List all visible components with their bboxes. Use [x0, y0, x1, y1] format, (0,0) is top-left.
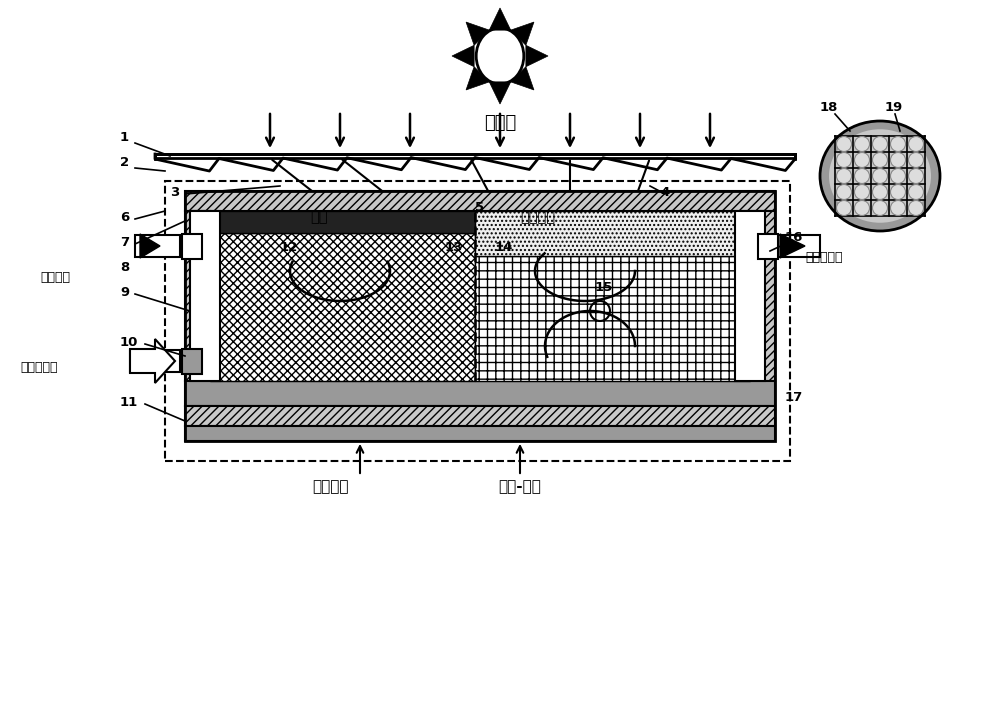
Text: 18: 18 — [820, 101, 838, 114]
Bar — [185, 191, 775, 441]
Bar — [135, 235, 185, 257]
Bar — [185, 426, 775, 441]
Bar — [180, 236, 195, 256]
Text: 12: 12 — [280, 241, 298, 254]
Text: 5: 5 — [475, 201, 484, 214]
Text: 13: 13 — [445, 241, 463, 254]
Circle shape — [854, 153, 870, 168]
Circle shape — [854, 168, 870, 183]
Circle shape — [872, 137, 888, 152]
Bar — [210, 211, 475, 233]
Circle shape — [908, 185, 924, 200]
Text: 换热介质: 换热介质 — [40, 271, 70, 284]
Bar — [185, 211, 210, 381]
Polygon shape — [466, 67, 489, 90]
Circle shape — [891, 137, 906, 152]
Circle shape — [854, 200, 870, 216]
Polygon shape — [130, 339, 175, 383]
Polygon shape — [452, 45, 474, 67]
Text: 15: 15 — [595, 281, 613, 294]
Polygon shape — [489, 8, 511, 30]
Text: 输运液体: 输运液体 — [312, 479, 348, 494]
Text: 气相生成物: 气相生成物 — [805, 251, 842, 264]
Bar — [165, 181, 790, 461]
Bar — [182, 233, 202, 258]
Bar — [750, 211, 775, 381]
Circle shape — [872, 200, 888, 216]
Circle shape — [872, 185, 888, 200]
Circle shape — [836, 153, 852, 168]
Bar — [210, 233, 475, 381]
Circle shape — [908, 153, 924, 168]
Circle shape — [891, 168, 906, 183]
Polygon shape — [511, 22, 534, 45]
Text: 分离-提纯: 分离-提纯 — [499, 479, 541, 494]
Bar — [185, 406, 775, 426]
Text: 太阳光: 太阳光 — [484, 114, 516, 132]
Circle shape — [908, 137, 924, 152]
Text: 2: 2 — [120, 156, 129, 169]
Text: 光热催化: 光热催化 — [520, 209, 555, 224]
Bar — [190, 211, 220, 381]
Text: 16: 16 — [785, 231, 803, 244]
Polygon shape — [140, 234, 160, 258]
Text: 液相反应物: 液相反应物 — [20, 361, 58, 374]
Text: 11: 11 — [120, 396, 138, 409]
Bar — [758, 233, 778, 258]
Text: 4: 4 — [660, 186, 669, 199]
Circle shape — [908, 168, 924, 183]
Ellipse shape — [829, 130, 931, 223]
Text: 14: 14 — [495, 241, 513, 254]
Circle shape — [891, 185, 906, 200]
Circle shape — [908, 200, 924, 216]
Bar — [185, 191, 775, 211]
Polygon shape — [526, 45, 548, 67]
Text: 6: 6 — [120, 211, 129, 224]
Bar — [735, 211, 765, 381]
Circle shape — [854, 137, 870, 152]
Circle shape — [836, 185, 852, 200]
Circle shape — [891, 153, 906, 168]
Polygon shape — [466, 22, 489, 45]
Bar — [475, 256, 750, 381]
Text: 汽化: 汽化 — [310, 209, 328, 224]
Circle shape — [854, 185, 870, 200]
Bar — [475, 211, 750, 256]
Text: 17: 17 — [785, 391, 803, 404]
Bar — [185, 381, 775, 406]
Text: 3: 3 — [170, 186, 179, 199]
Circle shape — [891, 200, 906, 216]
Text: 8: 8 — [120, 261, 129, 274]
Circle shape — [836, 137, 852, 152]
Polygon shape — [489, 82, 511, 104]
Circle shape — [836, 200, 852, 216]
Circle shape — [872, 153, 888, 168]
Polygon shape — [511, 67, 534, 90]
Text: 19: 19 — [885, 101, 903, 114]
Circle shape — [836, 168, 852, 183]
Circle shape — [872, 168, 888, 183]
Text: 9: 9 — [120, 286, 129, 299]
Bar — [182, 349, 202, 374]
Bar — [130, 350, 180, 372]
Ellipse shape — [820, 121, 940, 231]
Text: 1: 1 — [120, 131, 129, 144]
Text: 10: 10 — [120, 336, 138, 349]
Bar — [155, 154, 795, 158]
Polygon shape — [780, 234, 805, 258]
Bar — [765, 235, 820, 257]
Text: 7: 7 — [120, 236, 129, 249]
